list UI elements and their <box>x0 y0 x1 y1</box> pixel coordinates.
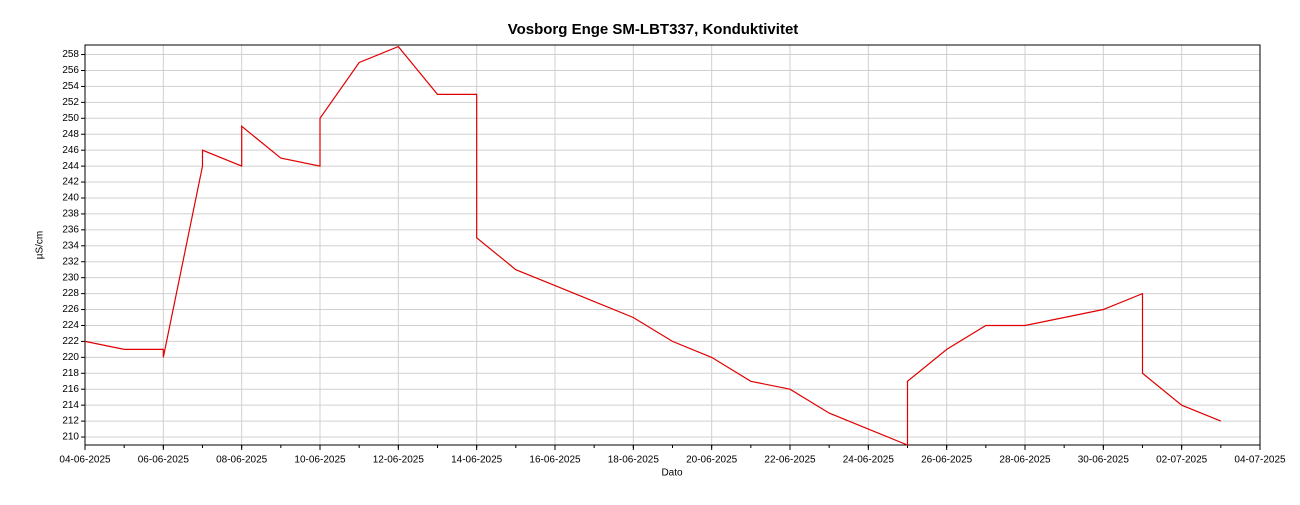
y-tick-label: 218 <box>62 368 79 379</box>
y-tick-label: 220 <box>62 352 79 363</box>
y-tick-label: 222 <box>62 336 79 347</box>
y-tick-label: 210 <box>62 432 79 443</box>
x-tick-label: 20-06-2025 <box>686 455 738 466</box>
x-tick-label: 02-07-2025 <box>1156 455 1208 466</box>
x-tick-label: 16-06-2025 <box>529 455 581 466</box>
y-tick-label: 258 <box>62 49 79 60</box>
y-tick-label: 256 <box>62 65 79 76</box>
y-tick-label: 226 <box>62 304 79 315</box>
y-tick-label: 254 <box>62 81 79 92</box>
y-tick-label: 224 <box>62 320 79 331</box>
y-tick-label: 246 <box>62 145 79 156</box>
y-tick-label: 238 <box>62 209 79 220</box>
x-tick-label: 04-06-2025 <box>59 455 111 466</box>
x-tick-label: 14-06-2025 <box>451 455 503 466</box>
x-tick-label: 06-06-2025 <box>138 455 190 466</box>
x-tick-label: 18-06-2025 <box>608 455 660 466</box>
x-tick-label: 08-06-2025 <box>216 455 268 466</box>
y-tick-label: 242 <box>62 177 79 188</box>
y-tick-label: 236 <box>62 225 79 236</box>
y-tick-label: 230 <box>62 272 79 283</box>
x-tick-label: 22-06-2025 <box>764 455 816 466</box>
x-tick-label: 10-06-2025 <box>294 455 346 466</box>
x-tick-label: 30-06-2025 <box>1078 455 1130 466</box>
y-tick-label: 214 <box>62 400 79 411</box>
x-tick-label: 04-07-2025 <box>1234 455 1286 466</box>
plot-frame <box>84 44 1261 446</box>
x-tick-label: 12-06-2025 <box>373 455 425 466</box>
y-tick-label: 252 <box>62 97 79 108</box>
y-tick-label: 248 <box>62 129 79 140</box>
y-tick-label: 232 <box>62 256 79 267</box>
x-tick-label: 26-06-2025 <box>921 455 973 466</box>
plot-area <box>85 45 1260 445</box>
x-tick-label: 24-06-2025 <box>843 455 895 466</box>
y-tick-label: 216 <box>62 384 79 395</box>
y-tick-label: 240 <box>62 193 79 204</box>
data-line <box>84 45 1222 446</box>
y-axis-label: µS/cm <box>35 231 46 260</box>
chart-title: Vosborg Enge SM-LBT337, Konduktivitet <box>508 21 799 38</box>
x-axis-label: Dato <box>661 468 683 479</box>
y-tick-label: 244 <box>62 161 79 172</box>
y-tick-label: 228 <box>62 288 79 299</box>
y-tick-label: 234 <box>62 240 79 251</box>
y-tick-label: 212 <box>62 416 79 427</box>
y-tick-label: 250 <box>62 113 79 124</box>
x-tick-label: 28-06-2025 <box>999 455 1051 466</box>
